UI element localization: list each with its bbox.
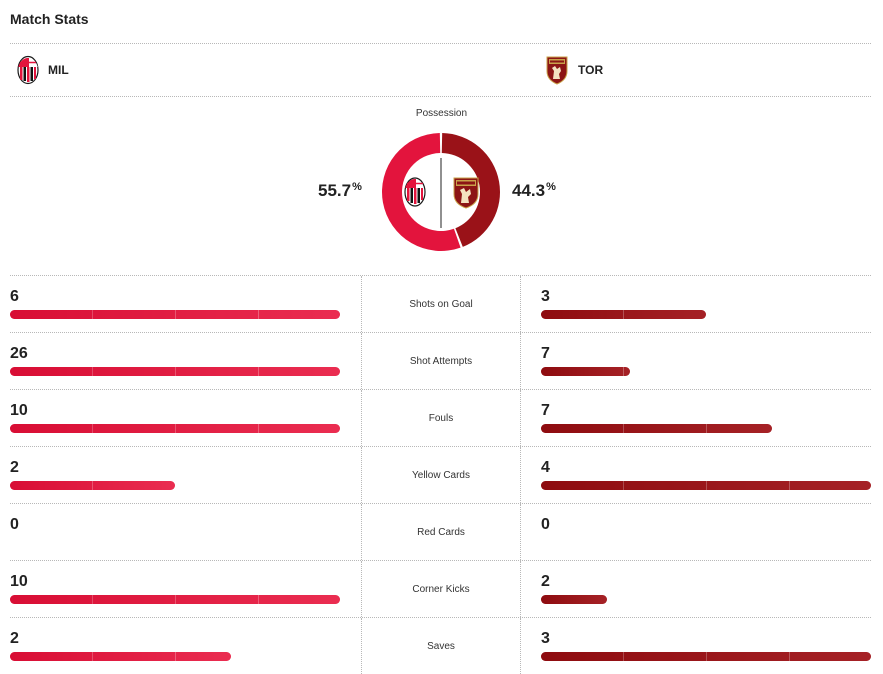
away-possession-arc: [441, 133, 500, 247]
stat-label: Yellow Cards: [361, 447, 521, 503]
stat-label: Shot Attempts: [361, 333, 521, 389]
stat-row: 2 Saves 3: [10, 617, 871, 674]
ac-milan-crest-icon: [404, 177, 426, 207]
away-stat-value: 3: [541, 630, 550, 647]
stats-table: 6 Shots on Goal 3 26 Shot Attempts 7 10 Fouls 7 2…: [10, 275, 871, 674]
stat-row: 26 Shot Attempts 7: [10, 332, 871, 389]
stat-label: Shots on Goal: [361, 276, 521, 332]
home-stat-bar: [10, 424, 340, 433]
away-stat-bar: [541, 310, 706, 319]
home-possession-value: 55.7%: [318, 181, 362, 200]
home-stat-bar: [10, 481, 175, 490]
away-stat-bar: [541, 595, 607, 604]
away-team-abbr: TOR: [578, 63, 604, 77]
home-team[interactable]: MIL: [17, 55, 69, 85]
home-stat-value: 0: [10, 516, 19, 533]
stat-label-text: Red Cards: [417, 526, 465, 538]
stat-label: Corner Kicks: [361, 561, 521, 617]
home-stat-value: 6: [10, 288, 19, 305]
home-stat-value: 2: [10, 459, 19, 476]
away-possession-value: 44.3%: [512, 181, 556, 200]
stat-row: 10 Fouls 7: [10, 389, 871, 446]
away-stat-value: 0: [541, 516, 550, 533]
torino-crest-icon: [545, 55, 569, 85]
stat-label: Saves: [361, 618, 521, 674]
away-stat-bar: [541, 367, 630, 376]
home-team-abbr: MIL: [48, 63, 69, 77]
torino-crest-icon: [453, 177, 479, 209]
home-stat-value: 26: [10, 345, 28, 362]
page-title: Match Stats: [10, 11, 89, 27]
possession-label: Possession: [415, 108, 468, 119]
stat-label: Fouls: [361, 390, 521, 446]
away-stat-value: 7: [541, 402, 550, 419]
away-stat-value: 3: [541, 288, 550, 305]
possession-donut: [382, 133, 500, 251]
divider: [10, 43, 871, 44]
home-stat-bar: [10, 652, 231, 661]
home-stat-value: 2: [10, 630, 19, 647]
away-stat-value: 7: [541, 345, 550, 362]
stat-label: Red Cards: [361, 504, 521, 560]
away-stat-bar: [541, 424, 772, 433]
stat-label-text: Yellow Cards: [412, 469, 470, 481]
home-stat-bar: [10, 367, 340, 376]
stat-label-text: Fouls: [428, 412, 454, 424]
stat-label-text: Shot Attempts: [409, 355, 473, 367]
home-possession-arc: [382, 133, 461, 251]
away-team[interactable]: TOR: [545, 55, 603, 85]
home-stat-bar: [10, 310, 340, 319]
divider: [10, 96, 871, 97]
stat-row: 6 Shots on Goal 3: [10, 275, 871, 332]
home-stat-value: 10: [10, 402, 28, 419]
away-stat-bar: [541, 481, 871, 490]
away-stat-bar: [541, 652, 871, 661]
away-stat-value: 4: [541, 459, 550, 476]
stat-label-text: Shots on Goal: [409, 298, 473, 310]
stat-row: 0 Red Cards 0: [10, 503, 871, 560]
stat-row: 2 Yellow Cards 4: [10, 446, 871, 503]
stat-label-text: Saves: [427, 640, 455, 652]
home-stat-value: 10: [10, 573, 28, 590]
ac-milan-crest-icon: [17, 55, 39, 85]
home-stat-bar: [10, 595, 340, 604]
stat-row: 10 Corner Kicks 2: [10, 560, 871, 617]
stat-label-text: Corner Kicks: [412, 583, 470, 595]
away-stat-value: 2: [541, 573, 550, 590]
